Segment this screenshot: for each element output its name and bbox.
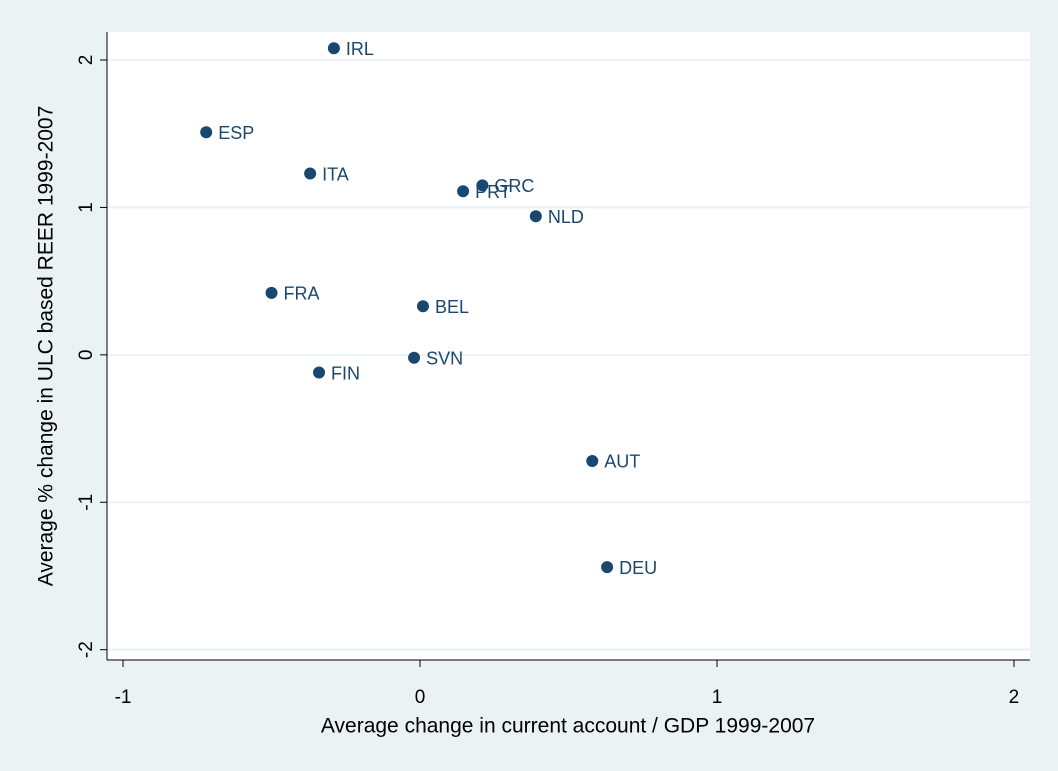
y-axis-title: Average % change in ULC based REER 1999-… — [35, 106, 58, 587]
point — [304, 167, 317, 180]
point-label: FIN — [331, 363, 360, 383]
point — [327, 42, 340, 55]
x-tick-label: -1 — [115, 687, 132, 708]
point — [601, 561, 614, 574]
point-label: ESP — [218, 123, 254, 143]
point — [457, 185, 470, 198]
point — [416, 300, 429, 313]
point — [408, 351, 421, 364]
x-axis-title: Average change in current account / GDP … — [321, 715, 815, 738]
point-label: NLD — [548, 207, 584, 227]
point-label: IRL — [346, 39, 374, 59]
point — [265, 286, 278, 299]
y-tick-label: 2 — [76, 55, 97, 66]
x-tick-label: 0 — [415, 687, 426, 708]
point-label: BEL — [435, 297, 469, 317]
x-tick-label: 2 — [1009, 687, 1020, 708]
y-tick-label: -1 — [76, 494, 97, 511]
y-tick-label: 1 — [76, 202, 97, 213]
point — [476, 179, 489, 192]
point — [529, 210, 542, 223]
point — [313, 366, 326, 379]
point-label: GRC — [494, 176, 534, 196]
point-label: ITA — [322, 164, 349, 184]
y-tick-label: 0 — [76, 350, 97, 361]
x-tick-label: 1 — [712, 687, 723, 708]
point-label: DEU — [619, 558, 657, 578]
plot-area — [107, 32, 1030, 660]
point — [586, 454, 599, 467]
point-label: SVN — [426, 349, 463, 369]
y-tick-label: -2 — [76, 641, 97, 658]
point-label: AUT — [604, 452, 640, 472]
point — [200, 126, 213, 139]
point-label: FRA — [284, 284, 320, 304]
